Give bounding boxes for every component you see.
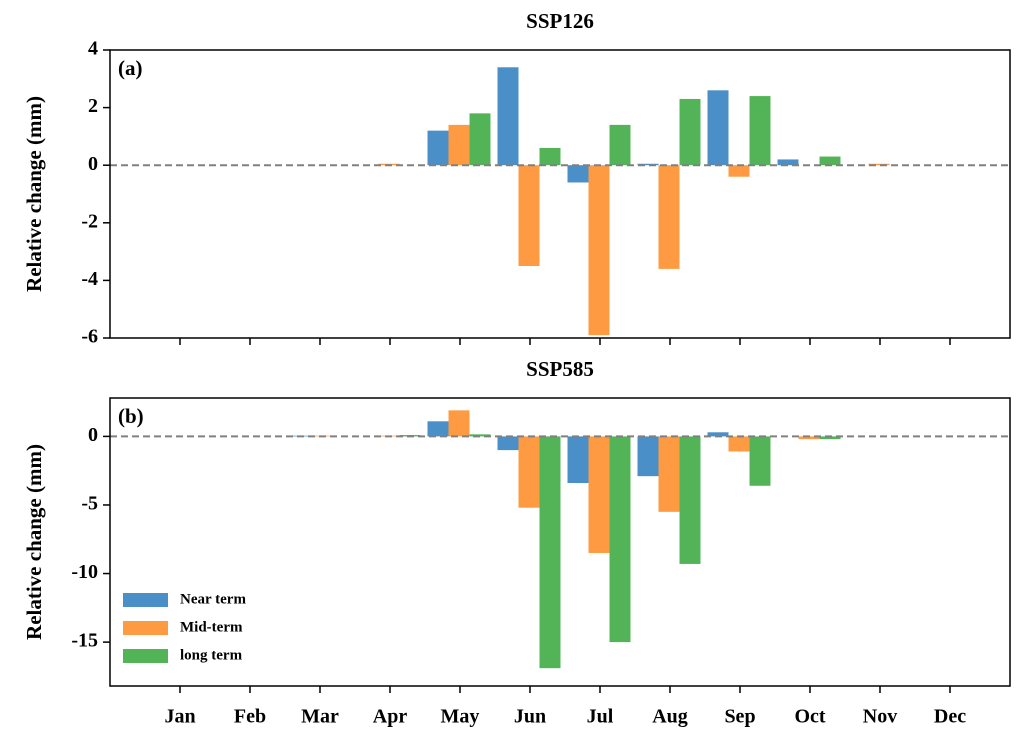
bar <box>777 159 799 166</box>
bar <box>679 98 701 166</box>
bar <box>749 436 771 486</box>
bar <box>518 436 540 508</box>
x-tick-label: Dec <box>934 706 966 728</box>
bar <box>658 165 680 269</box>
x-tick-label: Aug <box>652 706 688 728</box>
x-tick-label: Mar <box>301 706 339 728</box>
bar <box>637 163 659 166</box>
bar <box>427 421 449 437</box>
y-tick-label: 2 <box>88 95 98 117</box>
plot-frame <box>109 397 1011 687</box>
bar <box>497 67 519 166</box>
bar <box>819 436 841 440</box>
legend-label: long term <box>180 647 243 663</box>
y-tick-label: 0 <box>88 153 98 175</box>
bar <box>588 436 610 553</box>
x-tick-label: Nov <box>863 706 897 728</box>
x-tick-label: Jun <box>514 706 546 728</box>
y-tick-label: -6 <box>81 326 98 348</box>
bar <box>497 436 519 451</box>
bar <box>707 432 729 437</box>
bar <box>728 165 750 177</box>
x-tick-label: Jul <box>587 706 614 728</box>
bar <box>567 165 589 183</box>
bar <box>469 113 491 166</box>
legend-swatch <box>123 649 168 663</box>
y-tick-label: 4 <box>88 38 98 60</box>
bar <box>658 436 680 512</box>
y-axis-label: Relative change (mm) <box>22 444 46 640</box>
bar <box>427 130 449 166</box>
x-tick-label: May <box>441 706 480 728</box>
bar <box>469 434 491 437</box>
bar <box>798 436 820 440</box>
x-tick-label: Apr <box>373 706 408 728</box>
y-tick-label: 0 <box>88 424 98 446</box>
bar <box>448 410 470 437</box>
x-tick-label: Oct <box>794 706 825 728</box>
bar <box>609 436 631 643</box>
chart-title: SSP126 <box>526 9 594 33</box>
bar <box>637 436 659 477</box>
x-tick-label: Jan <box>164 706 195 728</box>
plot-frame <box>109 49 1011 339</box>
y-tick-label: -15 <box>71 630 98 652</box>
y-tick-label: -10 <box>71 561 98 583</box>
bar <box>868 163 890 166</box>
legend-swatch <box>123 621 168 635</box>
bar <box>588 165 610 336</box>
legend-label: Near term <box>180 591 246 607</box>
y-tick-label: -5 <box>81 493 98 515</box>
bar <box>749 96 771 166</box>
x-tick-label: Sep <box>724 706 755 728</box>
legend-label: Mid-term <box>180 619 243 635</box>
panel-label: (b) <box>118 404 144 428</box>
bar <box>679 436 701 564</box>
bar <box>609 124 631 166</box>
y-axis-label: Relative change (mm) <box>22 96 46 292</box>
bar <box>539 147 561 166</box>
y-tick-label: -4 <box>81 268 98 290</box>
x-tick-label: Feb <box>234 706 266 728</box>
bar <box>819 156 841 166</box>
bar <box>518 165 540 266</box>
bar <box>539 436 561 669</box>
panel-label: (a) <box>118 56 143 80</box>
bar <box>728 436 750 452</box>
chart-title: SSP585 <box>526 357 594 381</box>
bar <box>707 90 729 166</box>
bar <box>448 124 470 166</box>
y-tick-label: -2 <box>81 210 98 232</box>
legend-swatch <box>123 593 168 607</box>
bar <box>567 436 589 484</box>
